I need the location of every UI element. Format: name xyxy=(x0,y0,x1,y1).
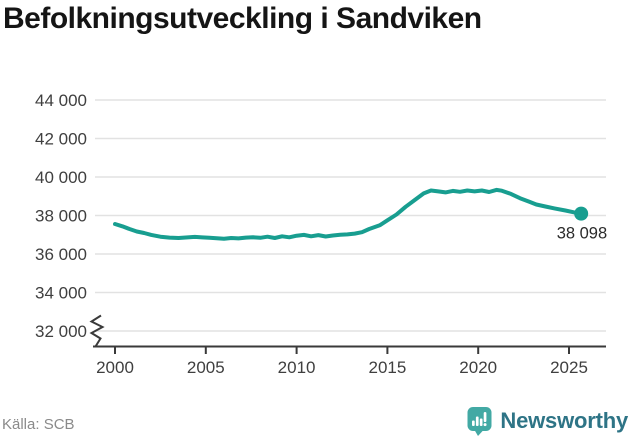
last-point-label: 38 098 xyxy=(557,225,607,243)
x-axis-tick-label: 2010 xyxy=(278,358,316,377)
population-chart: 44 000 42 000 40 000 38 000 36 000 34 000 32 0… xyxy=(35,91,607,377)
axis-break-icon xyxy=(89,314,105,348)
y-axis-tick-label: 44 000 xyxy=(35,91,87,110)
last-point-marker xyxy=(574,206,589,221)
chart-title: Befolkningsutveckling i Sandviken xyxy=(3,2,482,35)
x-axis-tick-label: 2000 xyxy=(96,358,134,377)
source-label: Källa: SCB xyxy=(2,416,75,433)
y-axis-tick-label: 42 000 xyxy=(35,130,87,149)
y-axis-tick-label: 36 000 xyxy=(35,245,87,264)
x-axis-tick-label: 2015 xyxy=(368,358,406,377)
y-axis-tick-label: 32 000 xyxy=(35,322,87,341)
x-axis-tick-label: 2020 xyxy=(459,358,497,377)
y-axis-tick-label: 34 000 xyxy=(35,284,87,303)
x-axis-tick-label: 2005 xyxy=(187,358,225,377)
newsworthy-logo-text: Newsworthy xyxy=(500,408,628,433)
y-axis-tick-label: 38 000 xyxy=(35,207,87,226)
newsworthy-logo: Newsworthy xyxy=(467,404,628,438)
y-axis-tick-label: 40 000 xyxy=(35,168,87,187)
newsworthy-logo-icon xyxy=(467,407,492,436)
population-line xyxy=(113,187,584,241)
x-axis-tick-label: 2025 xyxy=(550,358,588,377)
